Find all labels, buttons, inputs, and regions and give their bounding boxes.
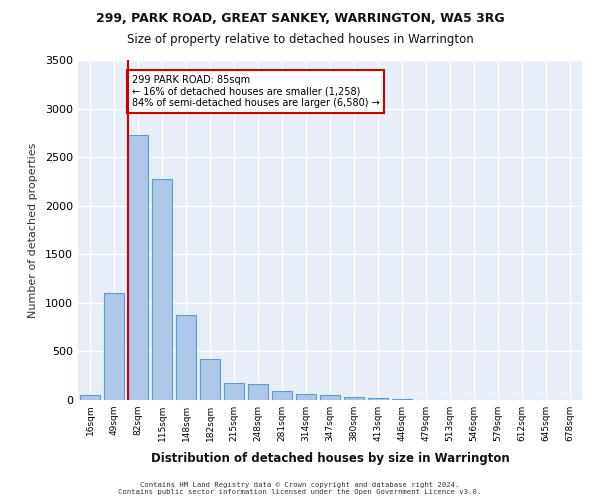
Bar xyxy=(392,398,412,400)
Bar xyxy=(272,392,292,400)
Text: Contains HM Land Registry data © Crown copyright and database right 2024.
Contai: Contains HM Land Registry data © Crown c… xyxy=(118,482,482,495)
Bar xyxy=(200,359,220,400)
Bar xyxy=(80,395,100,400)
Bar xyxy=(104,293,124,400)
Bar xyxy=(152,178,172,400)
Bar xyxy=(248,384,268,400)
Bar xyxy=(128,135,148,400)
Y-axis label: Number of detached properties: Number of detached properties xyxy=(28,142,38,318)
Bar xyxy=(320,394,340,400)
Bar xyxy=(344,396,364,400)
Bar xyxy=(368,398,388,400)
Text: 299 PARK ROAD: 85sqm
← 16% of detached houses are smaller (1,258)
84% of semi-de: 299 PARK ROAD: 85sqm ← 16% of detached h… xyxy=(131,74,379,108)
Text: Size of property relative to detached houses in Warrington: Size of property relative to detached ho… xyxy=(127,32,473,46)
Text: 299, PARK ROAD, GREAT SANKEY, WARRINGTON, WA5 3RG: 299, PARK ROAD, GREAT SANKEY, WARRINGTON… xyxy=(95,12,505,26)
Bar xyxy=(296,394,316,400)
Bar xyxy=(176,316,196,400)
X-axis label: Distribution of detached houses by size in Warrington: Distribution of detached houses by size … xyxy=(151,452,509,466)
Bar xyxy=(224,384,244,400)
